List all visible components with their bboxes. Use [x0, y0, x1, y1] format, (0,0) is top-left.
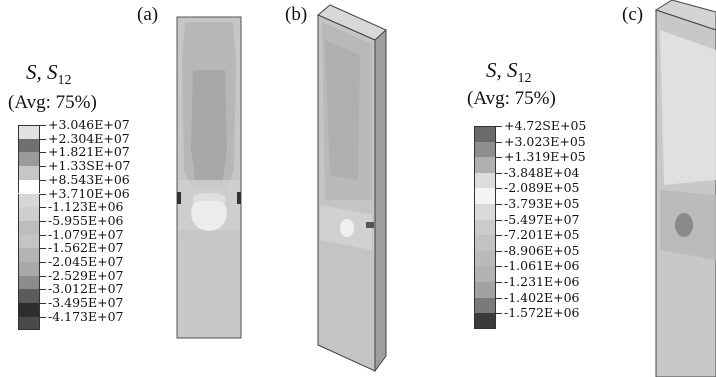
- legend-swatch: [18, 275, 40, 290]
- legend-tick: [40, 316, 46, 318]
- legend-swatch: [474, 188, 496, 204]
- legend-tick: [40, 303, 46, 305]
- legend-value: -3.848E+04: [504, 164, 580, 180]
- legend-value: +3.710E+06: [48, 185, 130, 201]
- legend-tick: [496, 157, 502, 159]
- legend-swatch: [18, 125, 40, 139]
- legend-swatch: [474, 204, 496, 220]
- legend-value: -5.955E+06: [48, 212, 124, 228]
- legend-swatch: [474, 313, 496, 329]
- legend-swatch: [474, 266, 496, 282]
- legend-value: -2.045E+07: [48, 254, 124, 269]
- legend-tick: [40, 166, 46, 168]
- legend-value: +1.319E+05: [504, 149, 586, 165]
- legend-left-title: S, S12: [26, 60, 72, 89]
- legend-value: -1.079E+07: [48, 226, 124, 242]
- legend-swatch: [18, 248, 40, 262]
- legend-swatch: [18, 193, 40, 208]
- legend-value: +3.023E+05: [504, 133, 586, 149]
- legend-swatch: [474, 219, 496, 236]
- legend-value: -2.529E+07: [48, 267, 124, 283]
- legend-tick: [40, 138, 46, 140]
- legend-value: -2.089E+05: [504, 180, 580, 196]
- legend-swatch: [18, 220, 40, 235]
- legend-swatch: [474, 235, 496, 251]
- legend-value: -1.061E+06: [504, 258, 580, 274]
- legend-swatch: [18, 262, 40, 276]
- legend-tick: [496, 250, 502, 252]
- legend-swatch: [18, 179, 40, 194]
- panel-label-a: (a): [137, 4, 159, 25]
- legend-tick: [40, 220, 46, 222]
- legend-value: -3.495E+07: [48, 295, 124, 311]
- legend-value: -4.173E+07: [48, 308, 124, 324]
- legend-swatch: [18, 234, 40, 249]
- legend-tick: [496, 266, 502, 268]
- legend-tick: [40, 234, 46, 236]
- legend-swatch: [474, 141, 496, 158]
- legend-swatch: [18, 303, 40, 317]
- legend-value: -1.402E+06: [504, 289, 580, 305]
- legend-right-title: S, S12: [486, 58, 532, 87]
- legend-right-avg: (Avg: 75%): [467, 88, 556, 109]
- legend-value: -3.793E+05: [504, 196, 580, 211]
- legend-swatch: [18, 138, 40, 153]
- legend-swatch: [18, 289, 40, 304]
- legend-tick: [496, 235, 502, 237]
- legend-tick: [496, 172, 502, 174]
- legend-tick: [496, 126, 502, 127]
- legend-tick: [496, 188, 502, 190]
- legend-tick: [40, 289, 46, 291]
- legend-value: -1.562E+07: [48, 240, 124, 256]
- legend-swatch: [474, 297, 496, 314]
- legend-swatch: [18, 207, 40, 221]
- panel-label-b: (b): [285, 4, 308, 25]
- legend-tick: [496, 204, 502, 205]
- legend-tick: [496, 141, 502, 143]
- legend-value: -7.201E+05: [504, 227, 580, 243]
- legend-tick: [40, 179, 46, 181]
- legend-value: +2.304E+07: [48, 130, 130, 146]
- legend-tick: [40, 262, 46, 263]
- legend-value: -8.906E+05: [504, 242, 580, 258]
- legend-swatch: [474, 172, 496, 189]
- legend-tick: [40, 207, 46, 209]
- legend-value: -5.497E+07: [504, 211, 580, 227]
- legend-value: -3.012E+07: [48, 281, 124, 297]
- legend-swatch: [474, 126, 496, 142]
- legend-value: -1.123E+06: [48, 199, 124, 215]
- legend-swatch: [18, 166, 40, 180]
- legend-tick: [496, 297, 502, 299]
- legend-swatch: [18, 152, 40, 167]
- legend-value: -1.231E+06: [504, 274, 580, 289]
- legend-value: +1.33SE+07: [48, 158, 131, 174]
- legend-left-avg: (Avg: 75%): [8, 92, 97, 113]
- legend-tick: [40, 248, 46, 250]
- legend-tick: [496, 313, 502, 315]
- legend-swatch: [474, 250, 496, 267]
- legend-value: -1.572E+06: [504, 305, 580, 321]
- legend-value: +8.543E+06: [48, 171, 130, 187]
- legend-swatch: [474, 157, 496, 173]
- legend-tick: [496, 282, 502, 283]
- legend-tick: [40, 152, 46, 154]
- panel-label-c: (c): [622, 4, 644, 25]
- legend-tick: [40, 275, 46, 277]
- legend-swatch: [18, 316, 40, 331]
- legend-tick: [496, 219, 502, 221]
- legend-tick: [40, 193, 46, 195]
- legend-swatch: [474, 282, 496, 298]
- legend-value: +3.046E+07: [48, 117, 130, 132]
- legend-tick: [40, 125, 46, 126]
- legend-value: +1.821E+07: [48, 144, 130, 160]
- legend-value: +4.72SE+05: [504, 118, 587, 133]
